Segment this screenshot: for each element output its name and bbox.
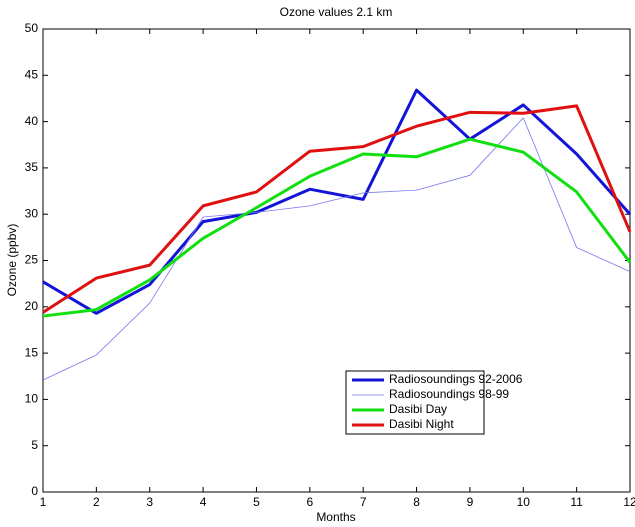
y-tick-label: 45 xyxy=(25,67,39,81)
y-tick-label: 50 xyxy=(25,21,39,35)
legend-label: Dasibi Night xyxy=(389,417,454,431)
y-tick-label: 20 xyxy=(25,299,39,313)
y-tick-label: 0 xyxy=(31,484,38,498)
y-tick-label: 35 xyxy=(25,160,39,174)
plot-frame xyxy=(42,28,631,493)
x-tick-label: 3 xyxy=(146,495,153,509)
x-tick-label: 1 xyxy=(40,495,47,509)
x-tick-label: 5 xyxy=(253,495,260,509)
x-tick-label: 9 xyxy=(467,495,474,509)
legend-label: Radiosoundings 98-99 xyxy=(389,387,509,401)
y-axis-label: Ozone (ppbv) xyxy=(5,224,19,297)
x-tick-label: 12 xyxy=(623,495,635,509)
series-line xyxy=(42,137,632,318)
x-tick-label: 8 xyxy=(413,495,420,509)
y-tick-label: 15 xyxy=(25,345,39,359)
y-tick-label: 30 xyxy=(25,206,39,220)
x-tick-label: 7 xyxy=(360,495,367,509)
chart-title: Ozone values 2.1 km xyxy=(280,5,393,19)
x-axis-label: Months xyxy=(316,510,355,524)
y-tick-label: 10 xyxy=(25,392,39,406)
series-line xyxy=(42,104,632,314)
x-tick-label: 4 xyxy=(200,495,207,509)
legend-label: Radiosoundings 92-2006 xyxy=(389,372,523,386)
y-tick-label: 25 xyxy=(25,253,39,267)
y-tick-label: 40 xyxy=(25,114,39,128)
legend-label: Dasibi Day xyxy=(389,402,447,416)
series-line xyxy=(42,117,631,381)
x-tick-label: 10 xyxy=(517,495,531,509)
y-tick-label: 5 xyxy=(31,438,38,452)
x-tick-label: 6 xyxy=(306,495,313,509)
x-tick-label: 11 xyxy=(570,495,583,509)
x-tick-label: 2 xyxy=(93,495,100,509)
